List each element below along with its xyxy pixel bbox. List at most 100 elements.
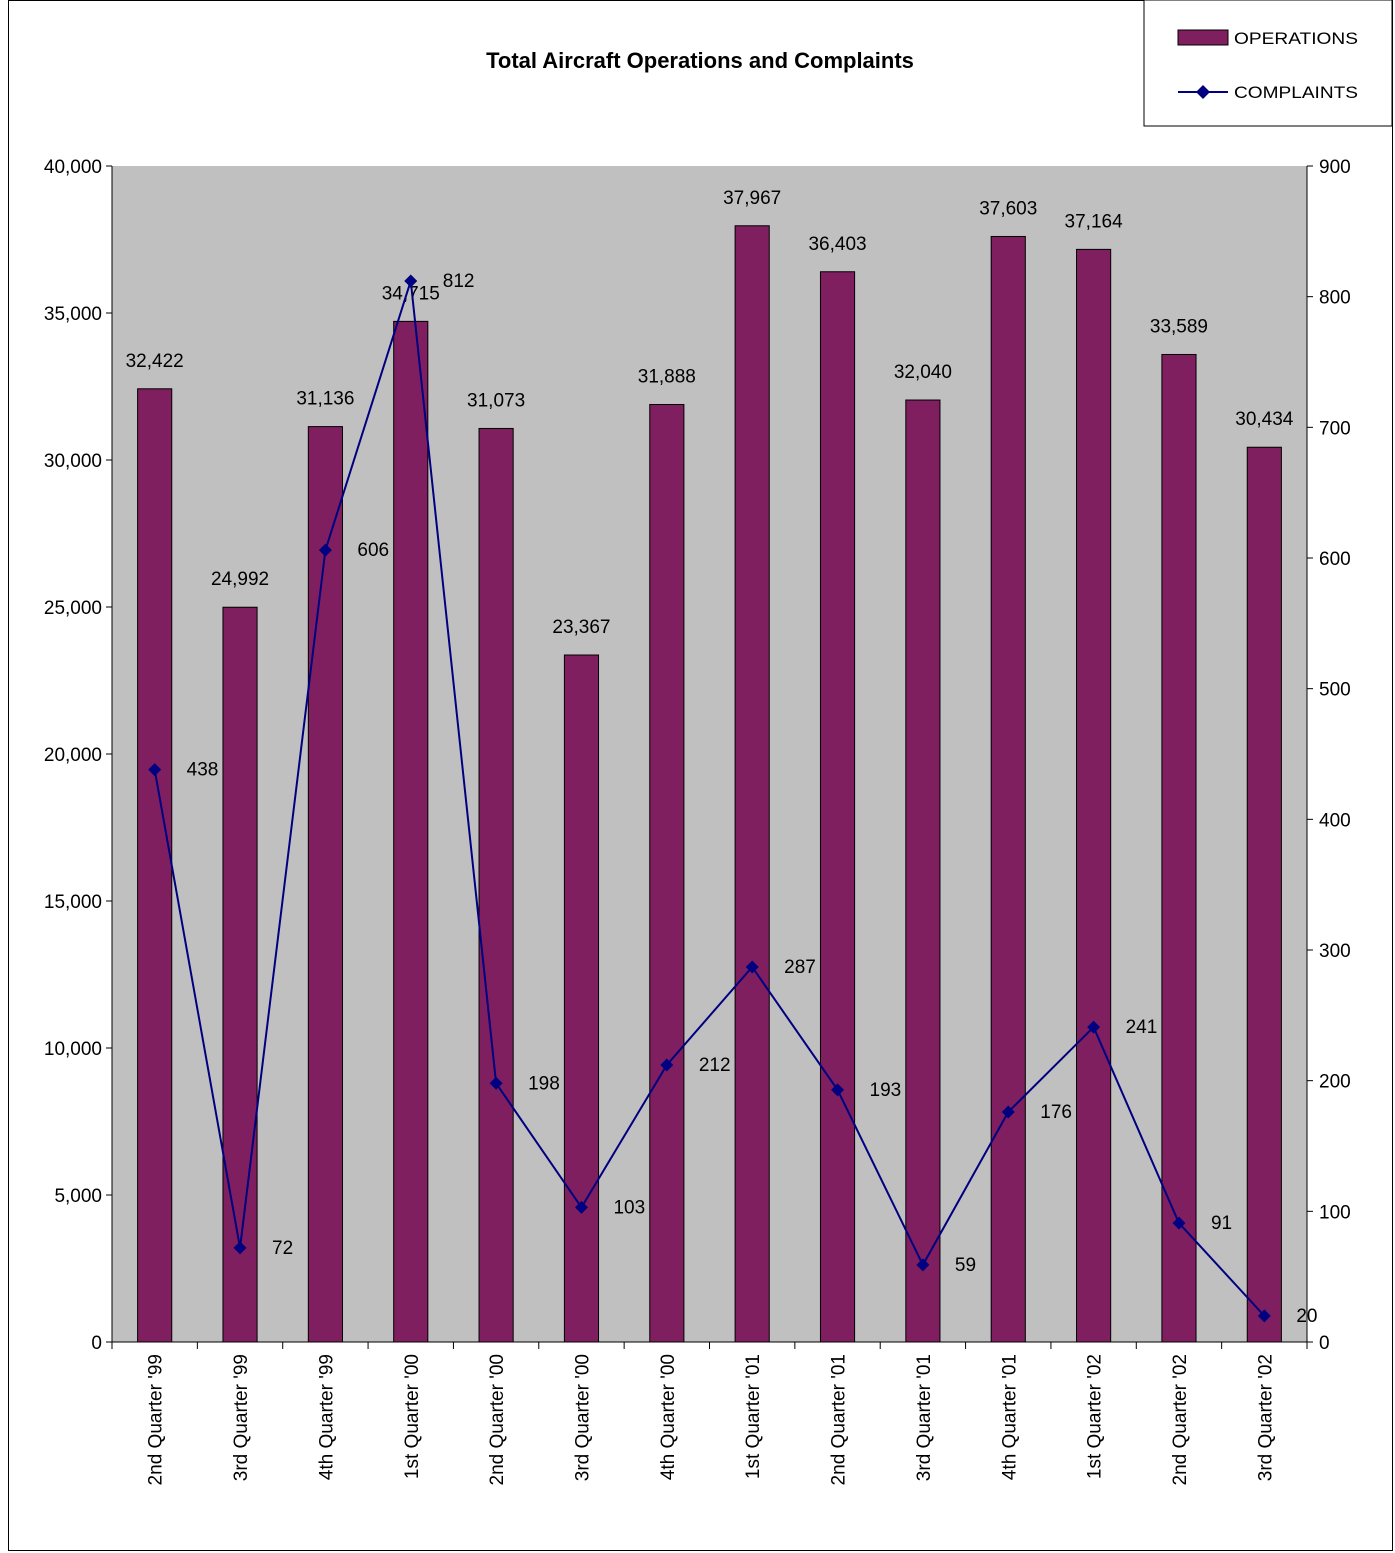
x-tick-label: 4th Quarter '01 <box>999 1354 1020 1480</box>
left-axis-ticks: 0 5,000 10,000 15,000 20,000 25,000 30,000 35,0… <box>44 157 112 1354</box>
complaints-marker <box>233 1241 247 1255</box>
complaints-data-label: 103 <box>613 1197 645 1218</box>
operations-bar <box>563 654 600 1343</box>
x-tick-label: 2nd Quarter '99 <box>146 1354 167 1485</box>
x-tick-label: 4th Quarter '00 <box>658 1354 679 1480</box>
operations-data-labels: 32,422 24,992 31,136 34,715 31,073 23,367 31,8… <box>126 188 1294 638</box>
x-tick-label: 1st Quarter '00 <box>402 1354 423 1479</box>
operations-data-label: 31,136 <box>296 389 354 410</box>
right-tick-label: 500 <box>1319 680 1351 701</box>
left-tick-label: 20,000 <box>44 745 102 766</box>
legend-complaints-label: COMPLAINTS <box>1234 83 1358 102</box>
complaints-data-label: 198 <box>528 1073 560 1094</box>
operations-data-label: 31,888 <box>638 366 696 387</box>
complaints-polyline <box>153 280 1266 1317</box>
complaints-data-label: 91 <box>1211 1213 1232 1234</box>
right-tick-label: 200 <box>1319 1072 1351 1093</box>
complaints-data-label: 176 <box>1040 1102 1072 1123</box>
complaints-data-label: 606 <box>357 540 389 561</box>
complaints-marker <box>489 1076 503 1090</box>
x-tick-label: 3rd Quarter '02 <box>1255 1354 1276 1481</box>
x-tick-label: 3rd Quarter '99 <box>231 1354 252 1481</box>
complaints-marker <box>745 960 759 974</box>
operations-bar <box>649 403 685 1343</box>
complaints-marker <box>1001 1105 1015 1119</box>
legend-box <box>1143 0 1393 127</box>
operations-bar <box>137 388 173 1343</box>
chart-title: Total Aircraft Operations and Complaints <box>486 48 914 73</box>
x-axis-ticks: 2nd Quarter '99 3rd Quarter '99 4th Quarte… <box>111 1342 1308 1485</box>
operations-data-label: 32,040 <box>894 362 952 383</box>
right-axis-ticks: 0 100 200 300 400 500 600 700 800 900 <box>1307 157 1351 1354</box>
x-tick-label: 3rd Quarter '01 <box>914 1354 935 1481</box>
right-tick-label: 800 <box>1319 288 1351 309</box>
complaints-data-label: 812 <box>443 271 475 292</box>
left-tick-label: 5,000 <box>54 1186 102 1207</box>
operations-data-label: 37,164 <box>1065 211 1124 232</box>
complaints-data-label: 438 <box>187 760 219 781</box>
operations-bar <box>393 320 429 1343</box>
complaints-data-label: 287 <box>784 957 816 978</box>
complaints-data-label: 212 <box>699 1055 731 1076</box>
right-tick-label: 600 <box>1319 549 1351 570</box>
complaints-marker <box>1087 1020 1101 1034</box>
complaints-data-label: 241 <box>1126 1017 1158 1038</box>
right-tick-label: 0 <box>1319 1333 1330 1354</box>
operations-bar <box>307 426 343 1343</box>
legend-complaints-marker <box>1196 85 1210 99</box>
x-tick-label: 2nd Quarter '01 <box>829 1354 850 1485</box>
operations-data-label: 31,073 <box>467 390 525 411</box>
operations-bar <box>1161 353 1197 1343</box>
operations-bar <box>990 235 1026 1343</box>
complaints-data-label: 72 <box>272 1238 293 1259</box>
operations-bars <box>137 225 1282 1343</box>
operations-bar <box>1076 248 1112 1343</box>
complaints-data-label: 193 <box>870 1080 902 1101</box>
complaints-marker <box>1257 1309 1271 1323</box>
x-tick-label: 3rd Quarter '00 <box>572 1354 593 1481</box>
operations-bar <box>478 427 514 1343</box>
legend-operations-label: OPERATIONS <box>1234 29 1358 48</box>
plot-area <box>112 166 1307 1342</box>
legend: OPERATIONS COMPLAINTS <box>1143 0 1393 127</box>
right-tick-label: 900 <box>1319 157 1351 178</box>
operations-data-label: 30,434 <box>1235 409 1294 430</box>
operations-data-label: 37,603 <box>979 198 1037 219</box>
complaints-marker <box>148 763 162 777</box>
x-tick-label: 2nd Quarter '02 <box>1170 1354 1191 1485</box>
operations-data-label: 36,403 <box>808 234 866 255</box>
left-tick-label: 25,000 <box>44 598 102 619</box>
left-tick-label: 30,000 <box>44 451 102 472</box>
complaints-marker <box>660 1058 674 1072</box>
x-tick-label: 1st Quarter '02 <box>1085 1354 1106 1479</box>
x-tick-label: 4th Quarter '99 <box>316 1354 337 1480</box>
left-tick-label: 0 <box>91 1333 102 1354</box>
legend-operations-swatch <box>1177 29 1229 46</box>
right-tick-label: 400 <box>1319 810 1351 831</box>
operations-bar <box>905 399 941 1343</box>
operations-data-label: 23,367 <box>552 617 610 638</box>
operations-bar <box>734 225 770 1343</box>
left-tick-label: 35,000 <box>44 304 102 325</box>
operations-data-label: 34,715 <box>382 283 440 304</box>
complaints-data-label: 59 <box>955 1255 976 1276</box>
x-tick-label: 2nd Quarter '00 <box>487 1354 508 1485</box>
left-tick-label: 15,000 <box>44 892 102 913</box>
x-tick-label: 1st Quarter '01 <box>743 1354 764 1479</box>
complaints-marker <box>916 1258 930 1272</box>
complaints-line <box>148 274 1271 1323</box>
complaints-marker <box>831 1083 845 1097</box>
operations-data-label: 32,422 <box>126 351 184 372</box>
complaints-marker <box>574 1200 588 1214</box>
right-tick-label: 700 <box>1319 418 1351 439</box>
right-tick-label: 300 <box>1319 941 1351 962</box>
operations-bar <box>1246 446 1282 1343</box>
operations-data-label: 33,589 <box>1150 316 1208 337</box>
complaints-marker <box>1172 1216 1186 1230</box>
left-tick-label: 10,000 <box>44 1039 102 1060</box>
complaints-marker <box>318 543 332 557</box>
left-tick-label: 40,000 <box>44 157 102 178</box>
operations-data-label: 24,992 <box>211 569 269 590</box>
operations-data-label: 37,967 <box>723 188 781 209</box>
